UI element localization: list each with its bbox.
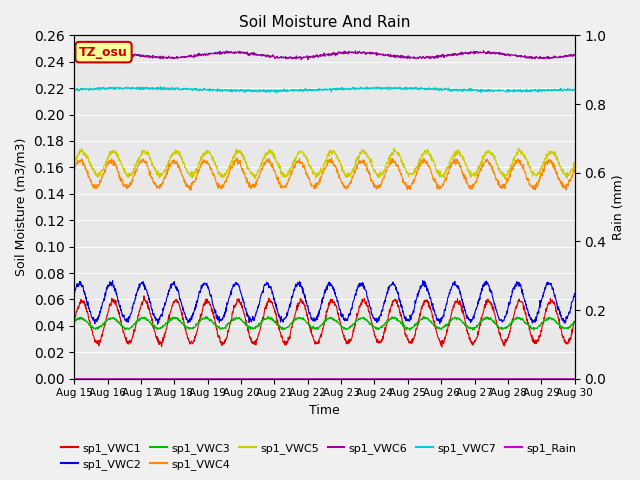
sp1_VWC6	[302, 54, 310, 60]
sp1_VWC5	[283, 171, 291, 177]
sp1_VWC3	[70, 320, 78, 326]
sp1_VWC3	[302, 318, 310, 324]
sp1_VWC5	[109, 148, 116, 154]
sp1_VWC2	[284, 312, 291, 318]
sp1_VWC2	[356, 281, 364, 287]
sp1_VWC1	[129, 331, 137, 336]
sp1_Rain	[129, 376, 137, 382]
Legend: sp1_VWC1, sp1_VWC2, sp1_VWC3, sp1_VWC4, sp1_VWC5, sp1_VWC6, sp1_VWC7, sp1_Rain: sp1_VWC1, sp1_VWC2, sp1_VWC3, sp1_VWC4, …	[57, 438, 581, 474]
Y-axis label: Rain (mm): Rain (mm)	[612, 174, 625, 240]
sp1_VWC5	[501, 176, 509, 182]
sp1_Rain	[355, 376, 363, 382]
sp1_VWC6	[70, 51, 78, 57]
sp1_VWC6	[293, 54, 301, 60]
sp1_Rain	[302, 376, 310, 382]
sp1_VWC5	[571, 161, 579, 167]
Line: sp1_VWC7: sp1_VWC7	[74, 86, 575, 93]
sp1_VWC1	[140, 293, 148, 299]
sp1_VWC3	[109, 315, 116, 321]
sp1_VWC6	[480, 48, 488, 53]
sp1_VWC6	[355, 48, 363, 54]
sp1_VWC5	[129, 170, 137, 176]
sp1_VWC1	[293, 307, 301, 313]
sp1_VWC3	[283, 325, 291, 331]
sp1_VWC6	[298, 57, 305, 62]
sp1_VWC1	[70, 318, 78, 324]
sp1_VWC1	[355, 303, 363, 309]
Title: Soil Moisture And Rain: Soil Moisture And Rain	[239, 15, 410, 30]
sp1_VWC4	[283, 180, 291, 186]
sp1_VWC7	[284, 88, 291, 94]
sp1_VWC4	[356, 157, 364, 163]
sp1_VWC7	[303, 87, 310, 93]
sp1_VWC3	[406, 327, 414, 333]
sp1_VWC6	[283, 55, 291, 61]
Line: sp1_VWC1: sp1_VWC1	[74, 296, 575, 347]
sp1_VWC1	[438, 344, 445, 350]
sp1_VWC4	[571, 168, 579, 173]
Line: sp1_VWC5: sp1_VWC5	[74, 148, 575, 179]
sp1_VWC5	[355, 156, 363, 161]
sp1_VWC1	[302, 309, 310, 315]
sp1_VWC3	[293, 315, 301, 321]
sp1_VWC6	[129, 54, 137, 60]
Line: sp1_VWC4: sp1_VWC4	[74, 158, 575, 190]
Y-axis label: Soil Moisture (m3/m3): Soil Moisture (m3/m3)	[15, 138, 28, 276]
sp1_VWC4	[109, 157, 116, 163]
sp1_VWC6	[571, 52, 579, 58]
sp1_VWC1	[109, 298, 116, 304]
sp1_VWC5	[293, 153, 301, 158]
sp1_VWC2	[130, 300, 138, 306]
X-axis label: Time: Time	[309, 404, 340, 417]
sp1_VWC7	[129, 85, 137, 91]
sp1_VWC4	[302, 170, 310, 176]
sp1_VWC5	[302, 153, 310, 159]
sp1_VWC5	[390, 145, 398, 151]
sp1_VWC5	[70, 162, 78, 168]
Line: sp1_VWC6: sp1_VWC6	[74, 50, 575, 60]
sp1_Rain	[283, 376, 291, 382]
sp1_VWC3	[420, 313, 428, 319]
sp1_VWC3	[571, 320, 579, 325]
sp1_Rain	[293, 376, 301, 382]
sp1_VWC7	[294, 87, 301, 93]
sp1_VWC2	[154, 321, 161, 327]
sp1_VWC4	[186, 187, 193, 193]
sp1_Rain	[70, 376, 78, 382]
sp1_VWC7	[109, 84, 116, 90]
sp1_VWC4	[129, 173, 137, 179]
sp1_VWC7	[262, 90, 269, 96]
sp1_VWC4	[328, 155, 335, 161]
sp1_VWC7	[571, 86, 579, 92]
sp1_VWC1	[571, 318, 579, 324]
sp1_VWC4	[293, 160, 301, 166]
sp1_VWC2	[70, 289, 78, 295]
sp1_VWC7	[156, 84, 164, 89]
sp1_VWC4	[70, 167, 78, 173]
sp1_VWC6	[109, 50, 116, 56]
sp1_Rain	[571, 376, 579, 382]
sp1_VWC2	[303, 300, 310, 305]
sp1_VWC2	[109, 278, 116, 284]
Line: sp1_VWC2: sp1_VWC2	[74, 281, 575, 324]
Text: TZ_osu: TZ_osu	[79, 46, 128, 59]
sp1_VWC2	[109, 284, 117, 290]
sp1_VWC3	[129, 323, 137, 328]
Line: sp1_VWC3: sp1_VWC3	[74, 316, 575, 330]
sp1_VWC7	[70, 86, 78, 92]
sp1_Rain	[109, 376, 116, 382]
sp1_VWC1	[283, 339, 291, 345]
sp1_VWC7	[356, 85, 364, 91]
sp1_VWC2	[571, 290, 579, 296]
sp1_VWC2	[294, 280, 301, 286]
sp1_VWC3	[355, 317, 363, 323]
